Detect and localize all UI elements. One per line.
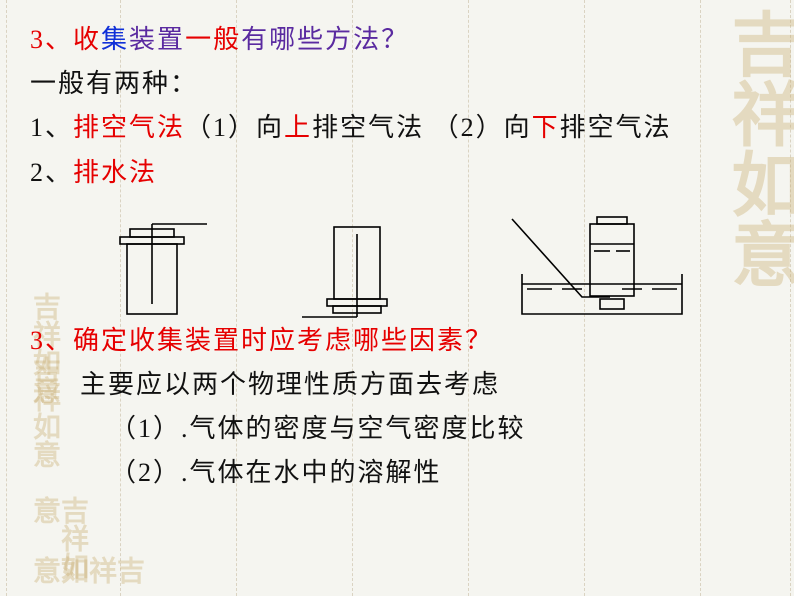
text: （1）向 xyxy=(185,113,284,142)
watermark-small: 吉祥如意 xyxy=(30,556,142,596)
line-answer: 主要应以两个物理性质方面去考虑 xyxy=(30,363,764,407)
text: 上 xyxy=(284,113,312,142)
text: 排空气法 （2）向 xyxy=(312,113,532,142)
text: 一般 xyxy=(185,25,241,54)
num: 3、 xyxy=(30,326,73,355)
num: 2、 xyxy=(30,158,73,187)
text: 下 xyxy=(532,113,560,142)
num: 1、 xyxy=(30,113,73,142)
slide-content: 3、收集装置一般有哪些方法？ 一般有两种： 1、排空气法（1）向上排空气法 （2… xyxy=(0,0,794,496)
text: 装置 xyxy=(129,25,185,54)
diagram-row xyxy=(30,195,764,319)
watermark-small: 吉祥如意 xyxy=(30,496,86,596)
diagram-water-displacement xyxy=(502,209,702,319)
line-point2: （2）.气体在水中的溶解性 xyxy=(30,451,764,495)
text: 收 xyxy=(73,25,101,54)
text: 排空气法 xyxy=(560,113,672,142)
text: 集 xyxy=(101,25,129,54)
text: 排水法 xyxy=(73,158,157,187)
heading-q1: 3、收集装置一般有哪些方法？ xyxy=(30,18,764,62)
text: 有哪些方法？ xyxy=(241,25,409,54)
text: 确定收集装置时应考虑哪些因素？ xyxy=(73,326,493,355)
text: 排空气法 xyxy=(73,113,185,142)
diagram-upward-air xyxy=(92,209,212,319)
heading-q2: 3、确定收集装置时应考虑哪些因素？ xyxy=(30,319,764,363)
num: 3、 xyxy=(30,25,73,54)
line-intro: 一般有两种： xyxy=(30,62,764,106)
line-method1: 1、排空气法（1）向上排空气法 （2）向下排空气法 xyxy=(30,106,764,150)
line-method2: 2、排水法 xyxy=(30,151,764,195)
line-point1: （1）.气体的密度与空气密度比较 xyxy=(30,407,764,451)
diagram-downward-air xyxy=(297,209,417,319)
